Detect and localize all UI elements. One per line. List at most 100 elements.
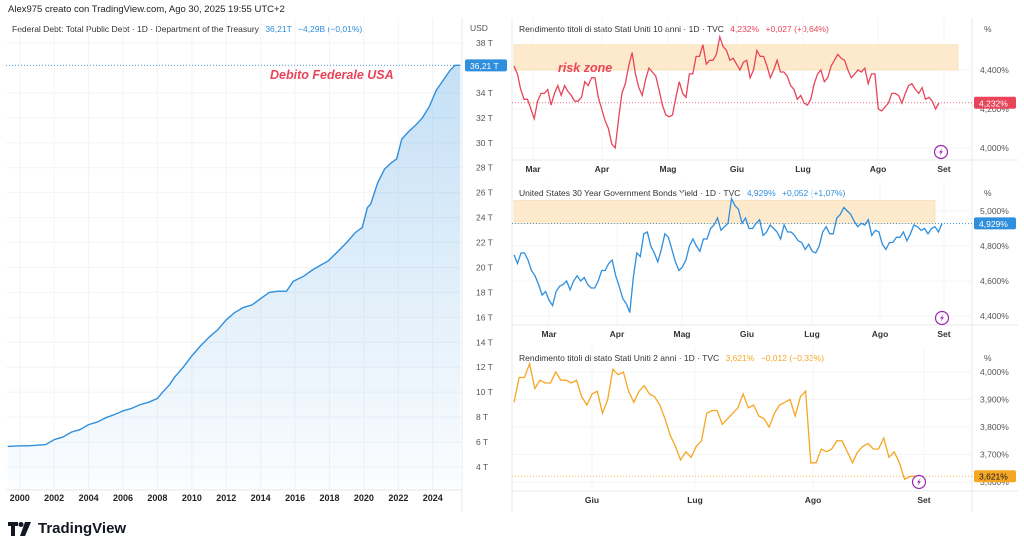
y30-y-tick-label: 4,600% [980, 276, 1009, 286]
y30-chart: % 5,000% 4,800% 4,600% 4,400% 4,929% Mar Apr Mag… [512, 182, 1016, 339]
debt-y-tick-label: 16 T [476, 312, 493, 322]
y2-month-label: Set [917, 495, 930, 505]
y30-title-row: United States 30 Year Government Bonds Y… [519, 188, 845, 198]
debt-price-tag-label: 36,21 T [470, 61, 499, 71]
debt-y-tick-label: 22 T [476, 238, 493, 248]
tradingview-brand: TradingView [38, 520, 127, 537]
debt-x-tick-label: 2014 [251, 493, 271, 503]
debt-x-tick-label: 2016 [285, 493, 305, 503]
y30-title: United States 30 Year Government Bonds Y… [519, 188, 741, 198]
y10-title-row: Rendimento titoli di stato Stati Uniti 1… [519, 24, 829, 34]
debt-chart: USD 38 T 34 T 32 T 30 T 28 T 26 T 24 T 22 T 20 T 1… [6, 18, 507, 503]
lightning-glyph [917, 478, 921, 486]
debt-y-tick-label: 12 T [476, 362, 493, 372]
y30-month-label: Apr [610, 329, 625, 339]
debt-title-row: Federal Debt: Total Public Debt · 1D · D… [12, 24, 362, 34]
y2-unit-label: % [984, 353, 992, 363]
y2-month-label: Lug [687, 495, 703, 505]
y30-line [513, 196, 943, 313]
debt-y-tick-label: 26 T [476, 188, 493, 198]
y10-month-label: Mag [660, 164, 677, 174]
debt-x-tick-label: 2000 [10, 493, 30, 503]
debt-y-tick-label: 24 T [476, 213, 493, 223]
y2-last-value: 3,621% [725, 353, 755, 363]
debt-area [7, 65, 461, 491]
debt-price-tag [465, 59, 507, 72]
chart-credit: Alex975 creato con TradingView.com, Ago … [8, 4, 285, 15]
y2-price-tag-label: 3,621% [979, 472, 1008, 482]
y10-y-tick-label: 4,000% [980, 143, 1009, 153]
y30-y-tick-label: 4,400% [980, 311, 1009, 321]
debt-change: −4,29B (−0,01%) [298, 24, 363, 34]
debt-x-tick-label: 2008 [147, 493, 167, 503]
debt-y-tick-label: 8 T [476, 412, 488, 422]
debt-y-tick-label: 38 T [476, 38, 493, 48]
debt-x-tick-label: 2012 [216, 493, 236, 503]
debt-unit-label: USD [470, 23, 488, 33]
debt-annotation: Debito Federale USA [270, 68, 394, 82]
debt-title: Federal Debt: Total Public Debt · 1D · D… [12, 24, 259, 34]
y10-month-label: Apr [595, 164, 610, 174]
y30-last-value: 4,929% [746, 188, 776, 198]
debt-y-tick-label: 4 T [476, 462, 488, 472]
y2-month-label: Giu [585, 495, 599, 505]
debt-y-tick-label: 18 T [476, 287, 493, 297]
y30-month-label: Giu [740, 329, 754, 339]
y10-y-tick-label: 4,400% [980, 65, 1009, 75]
y2-chart: %4,000%3,900%3,800%3,700%3,600%3,621%Giu… [512, 347, 1016, 505]
y30-month-label: Lug [804, 329, 820, 339]
debt-line [7, 64, 461, 448]
y30-month-label: Set [937, 329, 950, 339]
debt-y-tick-label: 6 T [476, 437, 488, 447]
y10-line [513, 34, 940, 150]
y2-y-tick-label: 3,900% [980, 395, 1009, 405]
y30-y-tick-label: 4,800% [980, 241, 1009, 251]
y30-risk-zone [513, 200, 936, 224]
debt-y-tick-label: 10 T [476, 387, 493, 397]
y10-month-label: Mar [525, 164, 541, 174]
y30-month-label: Mar [541, 329, 557, 339]
y30-y-tick-label: 5,000% [980, 206, 1009, 216]
debt-x-tick-label: 2018 [319, 493, 339, 503]
y30-price-tag [974, 217, 1016, 230]
y10-last-value: 4,232% [730, 24, 760, 34]
y30-unit-label: % [984, 188, 992, 198]
y2-line [513, 361, 916, 481]
debt-x-tick-label: 2006 [113, 493, 133, 503]
y10-month-label: Ago [870, 164, 887, 174]
debt-y-tick-label: 14 T [476, 337, 493, 347]
y10-chart: risk zone% 4,400% 4,200% 4,000% 4,232% Mar Apr… [512, 18, 1016, 174]
debt-last-value: 36,21T [265, 24, 292, 34]
y10-y-tick-label: 4,200% [980, 104, 1009, 114]
y10-annotation: risk zone [558, 61, 612, 75]
y10-price-tag-label: 4,232% [979, 98, 1008, 108]
y2-title-row: Rendimento titoli di stato Stati Uniti 2… [519, 353, 824, 363]
y10-risk-zone [513, 44, 959, 71]
debt-y-tick-label: 20 T [476, 262, 493, 272]
debt-x-tick-label: 2002 [44, 493, 64, 503]
debt-x-tick-label: 2004 [79, 493, 99, 503]
y2-title: Rendimento titoli di stato Stati Uniti 2… [519, 353, 720, 363]
debt-x-tick-label: 2010 [182, 493, 202, 503]
y10-change: +0,027 (+0,64%) [765, 24, 829, 34]
y10-month-label: Set [937, 164, 950, 174]
y10-month-label: Giu [730, 164, 744, 174]
debt-x-tick-label: 2022 [388, 493, 408, 503]
debt-y-tick-label: 30 T [476, 138, 493, 148]
y2-y-tick-label: 3,700% [980, 450, 1009, 460]
y2-month-label: Ago [805, 495, 822, 505]
lightning-glyph [939, 148, 943, 156]
tradingview-logo[interactable]: TradingView [8, 520, 126, 537]
y2-change: −0,012 (−0,33%) [760, 353, 825, 363]
y30-month-label: Ago [872, 329, 889, 339]
tradingview-logo-icon [8, 521, 31, 536]
debt-y-tick-label: 32 T [476, 113, 493, 123]
debt-y-tick-label: 28 T [476, 163, 493, 173]
y30-price-tag-label: 4,929% [979, 219, 1008, 229]
y10-month-label: Lug [795, 164, 811, 174]
y10-price-tag [974, 96, 1016, 109]
lightning-glyph [940, 314, 944, 322]
y10-title: Rendimento titoli di stato Stati Uniti 1… [519, 24, 724, 34]
y10-unit-label: % [984, 24, 992, 34]
